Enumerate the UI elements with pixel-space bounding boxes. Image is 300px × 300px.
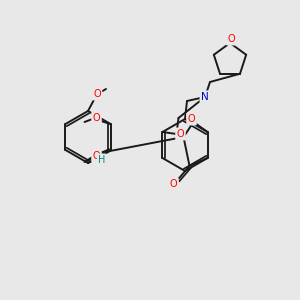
Text: H: H	[98, 155, 106, 165]
Text: O: O	[188, 114, 195, 124]
Text: O: O	[93, 113, 100, 123]
Text: O: O	[93, 151, 100, 161]
Text: O: O	[93, 89, 101, 99]
Text: O: O	[170, 179, 177, 189]
Text: O: O	[177, 129, 184, 139]
Text: O: O	[227, 34, 235, 44]
Text: N: N	[201, 92, 209, 102]
